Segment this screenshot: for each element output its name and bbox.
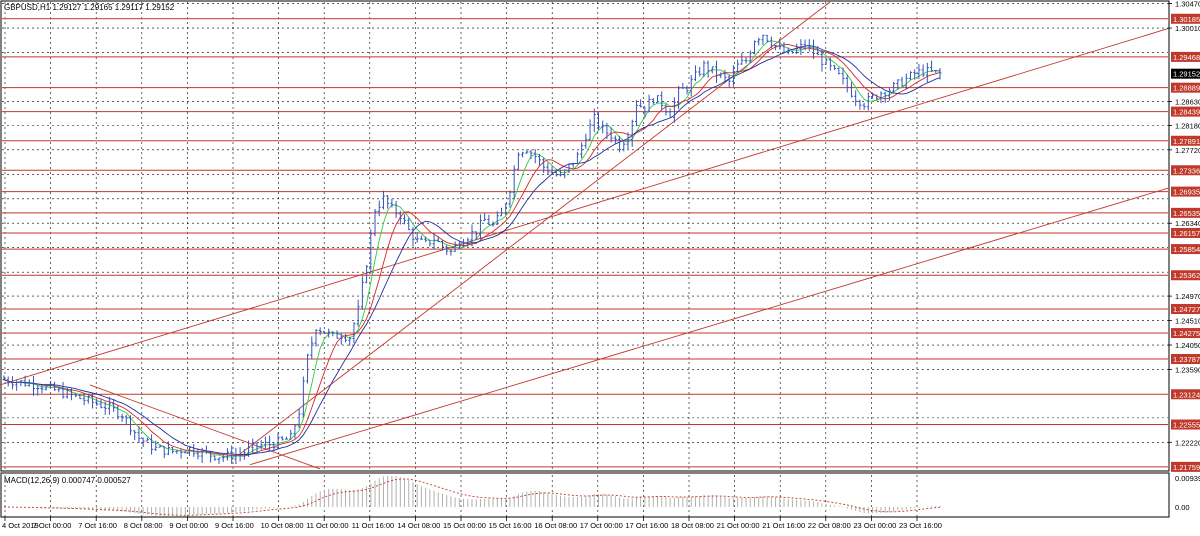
- time-tick-label: 8 Oct 08:00: [124, 521, 163, 530]
- level-price-badge: [1171, 354, 1200, 365]
- price-tick-label: 1.22220: [1175, 438, 1200, 447]
- macd-histogram: [4, 476, 941, 516]
- trend-line-lower: [249, 187, 1169, 466]
- price-axis[interactable]: 1.30185 1.29468 1.28889 1.28439 1.27891 1.273…: [1168, 0, 1200, 472]
- level-price-badge: [1171, 82, 1200, 93]
- time-tick-label: 10 Oct 08:00: [261, 521, 304, 530]
- time-tick-label: 23 Oct 00:00: [853, 521, 896, 530]
- time-tick-label: 7 Oct 16:00: [78, 521, 117, 530]
- trend-line-upper: [0, 28, 1169, 386]
- time-tick-label: 11 Oct 00:00: [306, 521, 348, 530]
- candles: [2, 34, 942, 465]
- level-price-label: 1.25854: [1173, 245, 1200, 254]
- macd-axis: 0.009392 0.00: [1175, 474, 1200, 512]
- macd-axis-zero-label: 0.00: [1175, 503, 1190, 512]
- level-price-label: 1.26935: [1173, 188, 1200, 197]
- time-tick-label: 9 Oct 00:00: [169, 521, 208, 530]
- grid: [2, 2, 1168, 517]
- level-price-badge: [1171, 270, 1200, 281]
- level-price-badge: [1171, 328, 1200, 339]
- time-tick-label: 4 Oct 2019: [2, 521, 39, 530]
- main-plot-frame: [0, 0, 1170, 472]
- price-tick-label: 1.26340: [1175, 219, 1200, 228]
- macd-indicator-label: MACD(12,26,9) 0.000747 0.000527: [4, 476, 131, 485]
- level-price-label: 1.29468: [1173, 53, 1200, 62]
- level-price-badge: [1171, 389, 1200, 400]
- price-tick-label: 1.28180: [1175, 121, 1200, 130]
- level-price-label: 1.23124: [1173, 390, 1200, 399]
- time-tick-label: 7 Oct 00:00: [33, 521, 72, 530]
- time-tick-label: 21 Oct 16:00: [762, 521, 805, 530]
- price-tick-label: 1.27720: [1175, 146, 1200, 155]
- level-price-label: 1.24727: [1173, 305, 1200, 314]
- macd-axis-top-label: 0.009392: [1175, 474, 1200, 483]
- time-tick-label: 23 Oct 16:00: [899, 521, 942, 530]
- level-price-badge: [1171, 207, 1200, 218]
- level-price-label: 1.26157: [1173, 229, 1200, 238]
- price-tick-label: 1.28630: [1175, 97, 1200, 106]
- level-price-label: 1.27891: [1173, 137, 1200, 146]
- time-tick-label: 18 Oct 08:00: [671, 521, 714, 530]
- time-tick-label: 17 Oct 00:00: [580, 521, 623, 530]
- level-price-badge: [1171, 461, 1200, 472]
- level-price-badge: [1171, 244, 1200, 255]
- level-price-label: 1.23787: [1173, 355, 1200, 364]
- level-price-label: 1.27336: [1173, 166, 1200, 175]
- level-price-badge: [1171, 304, 1200, 315]
- level-price-badge: [1171, 165, 1200, 176]
- symbol-quote-label: GBPUSD,H1 1.29127 1.29165 1.29117 1.2915…: [4, 3, 175, 12]
- trend-line-down: [89, 384, 321, 470]
- time-tick-label: 9 Oct 16:00: [215, 521, 254, 530]
- level-price-label: 1.22555: [1173, 421, 1200, 430]
- level-price-badge: [1171, 51, 1200, 62]
- level-price-label: 1.26535: [1173, 209, 1200, 218]
- level-price-label: 1.24275: [1173, 329, 1200, 338]
- level-price-label: 1.21759: [1173, 463, 1200, 472]
- horizontal-levels[interactable]: [2, 18, 1168, 468]
- time-tick-label: 17 Oct 16:00: [625, 521, 668, 530]
- price-tick-label: 1.23590: [1175, 365, 1200, 374]
- time-tick-label: 16 Oct 08:00: [534, 521, 577, 530]
- price-tick-label: 1.24970: [1175, 292, 1200, 301]
- level-price-badge: [1171, 13, 1200, 24]
- price-tick-label: 1.24050: [1175, 341, 1200, 350]
- time-tick-label: 21 Oct 00:00: [717, 521, 760, 530]
- time-tick-label: 15 Oct 16:00: [489, 521, 532, 530]
- price-tick-label: 1.30470: [1175, 0, 1200, 9]
- level-price-badge: [1171, 227, 1200, 238]
- level-price-label: 1.25362: [1173, 271, 1200, 280]
- time-tick-label: 15 Oct 00:00: [443, 521, 486, 530]
- time-tick-label: 11 Oct 16:00: [352, 521, 394, 530]
- time-tick-label: 22 Oct 08:00: [808, 521, 851, 530]
- level-price-badge: [1171, 106, 1200, 117]
- level-price-label: 1.30185: [1173, 15, 1200, 24]
- macd-plot-frame: [0, 472, 1170, 518]
- time-tick-label: 14 Oct 08:00: [397, 521, 440, 530]
- current-price-badge: [1171, 68, 1200, 79]
- level-price-badge: [1171, 186, 1200, 197]
- macd-signal-line: [4, 478, 941, 516]
- level-price-label: 1.28439: [1173, 108, 1200, 117]
- level-price-label: 1.28889: [1173, 84, 1200, 93]
- level-price-badge: [1171, 135, 1200, 146]
- level-price-badge: [1171, 419, 1200, 430]
- price-tick-label: 1.30010: [1175, 24, 1200, 33]
- price-tick-label: 1.24510: [1175, 317, 1200, 326]
- current-price-label: 1.29152: [1173, 70, 1200, 79]
